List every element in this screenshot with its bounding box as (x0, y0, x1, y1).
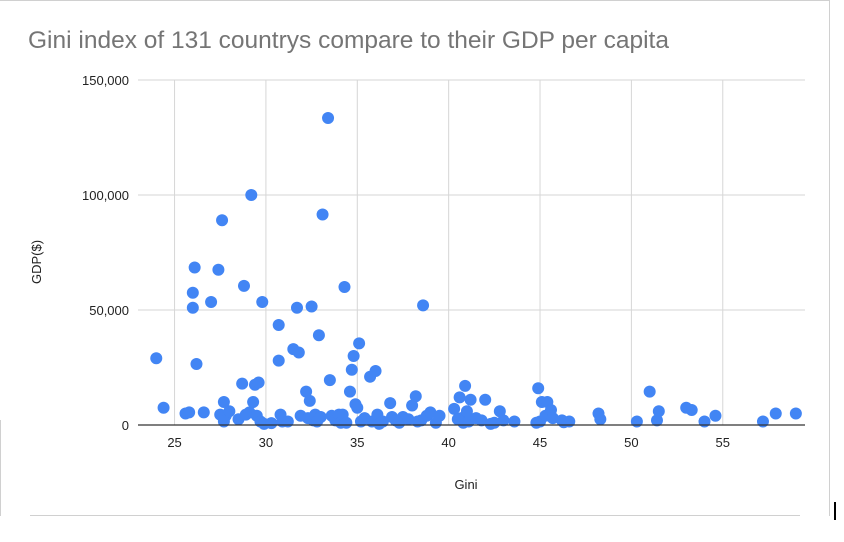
data-point (316, 208, 329, 221)
data-point (417, 299, 430, 312)
data-point (186, 286, 199, 299)
data-point (789, 407, 802, 420)
data-point (488, 416, 501, 429)
data-point (272, 354, 285, 367)
data-point (557, 416, 570, 429)
data-point (406, 399, 419, 412)
scatter-chart: 25 30 35 40 45 50 55 0 50,000 100,000 150,000 Gini G… (29, 73, 805, 492)
data-point (247, 396, 260, 408)
data-point (475, 414, 488, 427)
data-point (322, 111, 335, 124)
data-point (508, 415, 521, 428)
data-point (305, 300, 318, 313)
data-point (546, 412, 559, 425)
data-point (157, 401, 170, 414)
data-point (236, 377, 249, 390)
data-point (433, 409, 446, 422)
data-point (411, 415, 424, 428)
data-point (150, 352, 163, 365)
data-point (453, 391, 466, 404)
data-point (323, 374, 336, 387)
data-point (312, 329, 325, 342)
data-point (292, 346, 305, 359)
data-point (464, 393, 477, 406)
data-point (424, 406, 437, 419)
data-point (340, 416, 353, 429)
chart-title: Gini index of 131 countrys compare to th… (28, 27, 669, 54)
x-tick-label: 45 (533, 435, 547, 450)
data-point (497, 414, 510, 427)
data-point (532, 382, 545, 395)
data-point (338, 281, 351, 293)
data-point (343, 385, 356, 398)
data-point (183, 406, 196, 419)
data-point (652, 405, 665, 418)
data-point (451, 413, 464, 426)
data-point (217, 396, 230, 408)
data-point (197, 406, 210, 419)
y-tick-label: 150,000 (82, 73, 129, 88)
data-point (530, 416, 543, 429)
x-tick-label: 30 (259, 435, 273, 450)
data-point (216, 214, 229, 227)
data-point (698, 415, 711, 428)
x-tick-label: 35 (350, 435, 364, 450)
data-point (685, 404, 698, 417)
frame-left-edge (0, 420, 1, 516)
data-point (389, 414, 402, 427)
data-point (493, 405, 506, 418)
data-point (205, 295, 218, 308)
chart-frame (0, 0, 830, 516)
data-point (190, 358, 203, 371)
data-point (314, 410, 327, 423)
data-point (265, 417, 278, 430)
data-point (756, 415, 769, 428)
data-point (347, 350, 360, 362)
data-point (409, 390, 422, 403)
data-point (217, 415, 230, 428)
data-point (300, 385, 313, 398)
data-point (709, 409, 722, 422)
data-point (223, 405, 236, 418)
data-point (384, 397, 397, 410)
data-point (188, 261, 201, 274)
data-point (252, 376, 265, 389)
data-point (630, 415, 643, 428)
y-axis-label: GDP($) (29, 240, 44, 284)
data-point (376, 415, 389, 428)
data-point (353, 337, 366, 350)
data-point (448, 402, 461, 415)
data-point (402, 413, 415, 426)
data-point (290, 301, 303, 314)
data-point (351, 401, 364, 414)
data-point (272, 318, 285, 331)
data-point (769, 407, 782, 420)
data-point (256, 295, 269, 308)
data-point (345, 363, 358, 376)
data-point (245, 189, 258, 201)
data-point (460, 405, 473, 418)
data-point (237, 279, 250, 292)
y-tick-label: 0 (122, 418, 129, 433)
data-point (212, 263, 225, 276)
data-point (303, 394, 316, 407)
data-point (369, 364, 382, 377)
data-point (650, 414, 663, 427)
data-point (594, 413, 607, 426)
x-tick-label: 25 (167, 435, 181, 450)
y-tick-label: 50,000 (89, 303, 129, 318)
x-axis-label: Gini (454, 477, 477, 492)
text-cursor (834, 502, 836, 520)
x-tick-label: 50 (624, 435, 638, 450)
x-tick-label: 55 (716, 435, 730, 450)
data-point (186, 301, 199, 314)
data-point (281, 415, 294, 428)
data-point (643, 385, 656, 398)
x-tick-label: 40 (441, 435, 455, 450)
data-point (479, 393, 492, 406)
frame-bottom-edge (30, 515, 800, 516)
y-tick-label: 100,000 (82, 188, 129, 203)
data-point (459, 379, 472, 392)
